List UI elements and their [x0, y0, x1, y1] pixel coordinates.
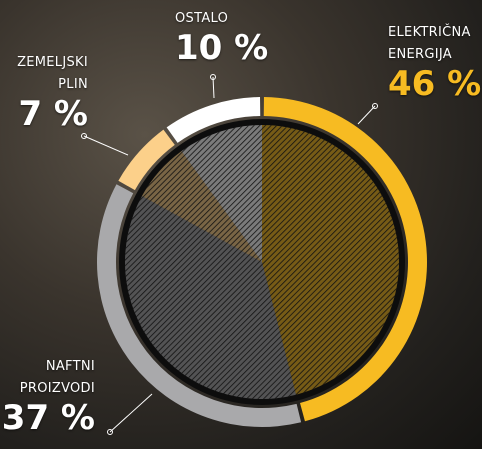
segment-label: ELEKTRIČNA ENERGIJA 46 %: [388, 22, 481, 102]
segment-label: NAFTNI PROIZVODI 37 %: [2, 356, 95, 436]
leader-line: [109, 393, 153, 433]
leader-line: [357, 105, 376, 125]
leader-line: [83, 135, 129, 156]
value-label: 46 %: [388, 64, 482, 104]
value-label: 7 %: [18, 94, 88, 134]
category-label: ELEKTRIČNA ENERGIJA: [388, 25, 471, 62]
segment-label: ZEMELJSKI PLIN 7 %: [17, 52, 88, 132]
leader-dot: [107, 429, 113, 435]
leader-line: [212, 76, 215, 99]
leader-dot: [210, 74, 216, 80]
segment-label: OSTALO 10 %: [175, 8, 268, 66]
donut-segment: [96, 184, 302, 427]
category-label: NAFTNI PROIZVODI: [19, 359, 96, 396]
value-label: 37 %: [1, 398, 95, 438]
donut-segment: [118, 129, 175, 191]
donut-segment: [263, 97, 428, 422]
hatch-overlay: [125, 125, 399, 399]
value-label: 10 %: [175, 28, 269, 68]
donut-segment: [166, 97, 261, 143]
leader-dot: [81, 133, 87, 139]
category-label: OSTALO: [175, 11, 229, 26]
category-label: ZEMELJSKI PLIN: [17, 55, 88, 92]
leader-dot: [372, 103, 378, 109]
